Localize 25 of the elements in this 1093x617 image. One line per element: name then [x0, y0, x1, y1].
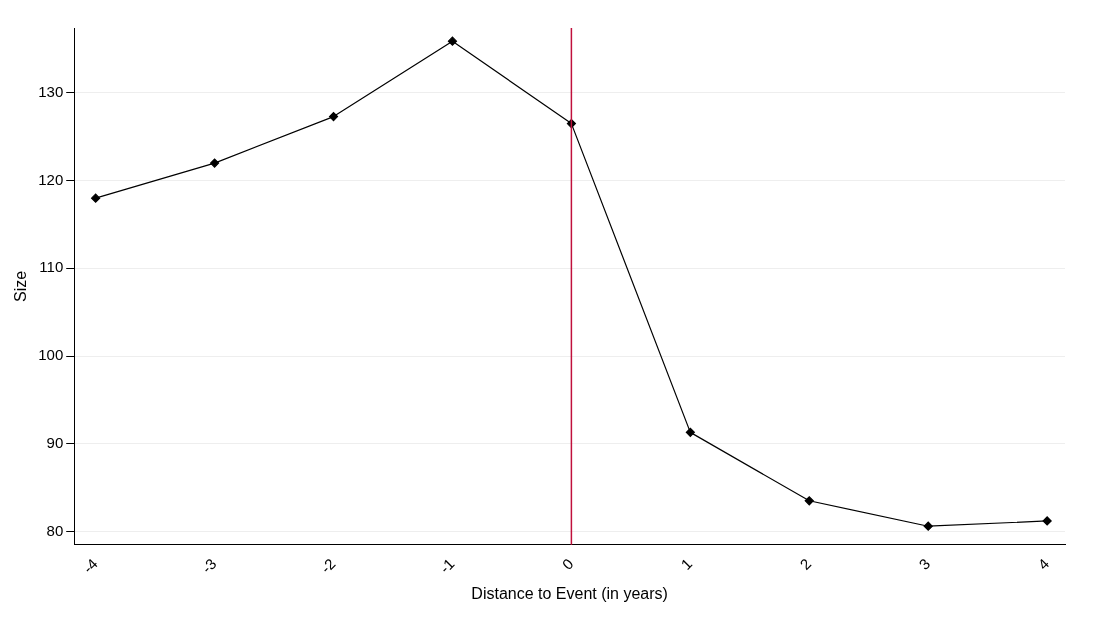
x-tick-label: 0	[558, 555, 577, 573]
point	[209, 158, 220, 168]
x-tick-label: -1	[436, 555, 458, 577]
x-axis-title: Distance to Event (in years)	[471, 584, 668, 602]
x-tick-label: 1	[677, 555, 696, 573]
point	[804, 496, 814, 506]
y-tick-label: 100	[38, 346, 64, 364]
y-tick-label: 130	[38, 83, 64, 101]
y-tick-label: 90	[46, 433, 64, 451]
x-tick-label: -4	[79, 555, 101, 577]
y-tick-label: 120	[38, 170, 64, 188]
point	[685, 427, 695, 437]
x-tick-label: 3	[915, 555, 934, 573]
x-tick-label: 2	[796, 555, 815, 573]
point	[1042, 516, 1052, 526]
x-tick-label: 4	[1034, 555, 1053, 573]
point	[923, 521, 933, 531]
point	[91, 193, 101, 203]
x-tick-label: -3	[198, 555, 220, 577]
point	[447, 36, 458, 46]
y-tick-label: 110	[39, 258, 64, 276]
x-tick-label: -2	[317, 555, 339, 577]
y-tick-label: 80	[46, 521, 64, 539]
point	[328, 111, 339, 122]
y-axis-title: Size	[12, 270, 30, 302]
